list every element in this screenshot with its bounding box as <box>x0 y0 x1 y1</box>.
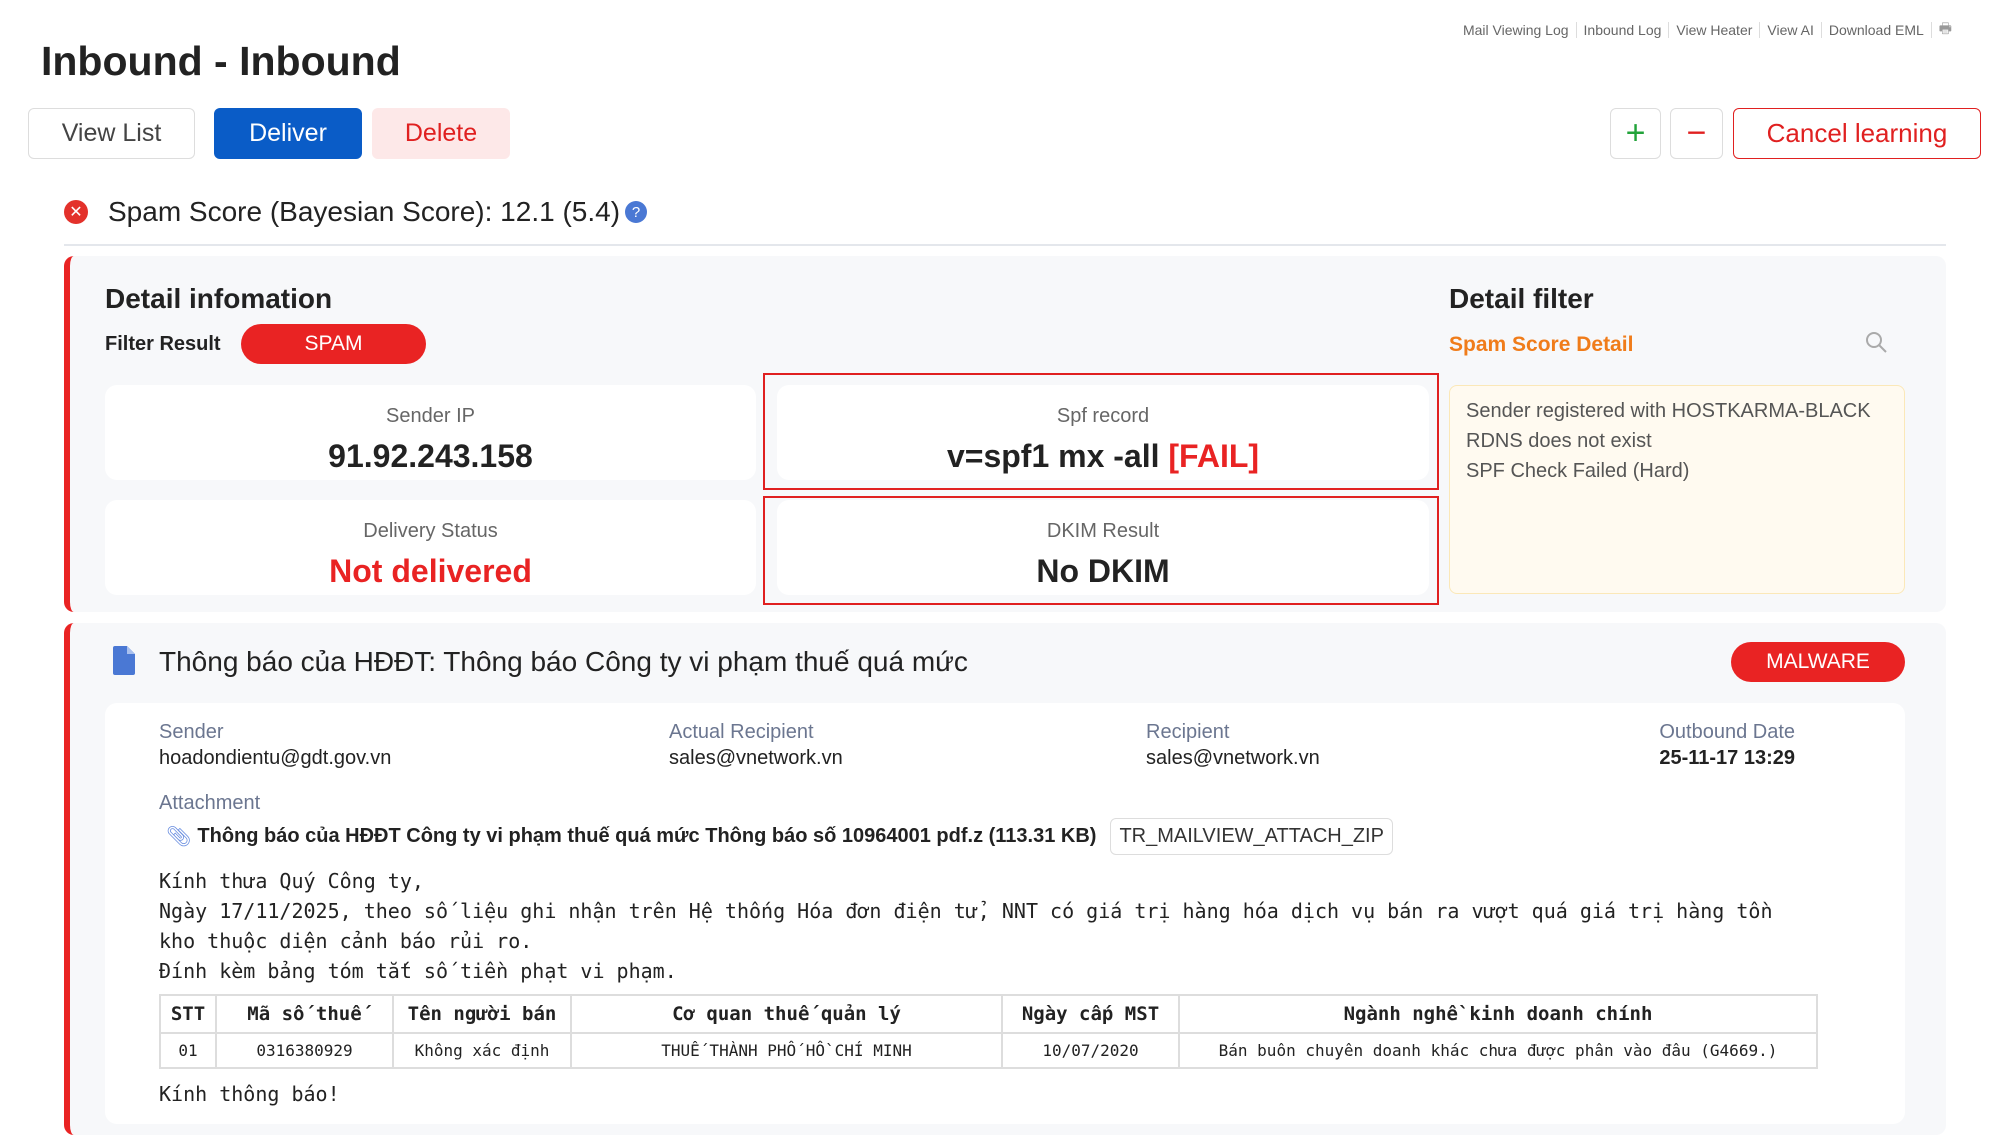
cancel-learning-button[interactable]: Cancel learning <box>1733 108 1981 159</box>
table-header: STT <box>159 994 217 1034</box>
top-links: Mail Viewing Log Inbound Log View Heater… <box>1456 18 1952 42</box>
mail-subject: Thông báo của HĐĐT: Thông báo Công ty vi… <box>159 646 968 677</box>
sender-ip-card: Sender IP 91.92.243.158 <box>105 385 756 480</box>
mail-body: Kính thưa Quý Công ty, Ngày 17/11/2025, … <box>159 866 1773 986</box>
table-row: 01 0316380929 Không xác định THUẾ THÀNH … <box>159 1032 1818 1069</box>
filter-item: Sender registered with HOSTKARMA-BLACK <box>1466 400 1871 422</box>
table-header: Mã số thuế <box>215 994 394 1034</box>
recipient-label: Recipient <box>1146 721 1230 743</box>
search-icon[interactable] <box>1864 330 1890 356</box>
delivery-status-card: Delivery Status Not delivered <box>105 500 756 595</box>
detail-heading: Detail infomation <box>105 283 333 314</box>
attachment-label: Attachment <box>159 792 261 814</box>
view-list-button[interactable]: View List <box>28 108 195 159</box>
plus-button[interactable]: + <box>1610 108 1661 159</box>
attachment-row: 📎︎ Thông báo của HĐĐT Công ty vi phạm th… <box>166 818 1393 855</box>
deliver-button[interactable]: Deliver <box>214 108 362 159</box>
sender-field: Sender hoadondientu@gdt.gov.vn <box>159 721 391 770</box>
body-line: Đính kèm bảng tóm tắt số tiền phạt vi ph… <box>159 959 677 983</box>
download-eml-link[interactable]: Download EML <box>1822 22 1932 38</box>
table-header: Ngành nghề kinh doanh chính <box>1178 994 1818 1034</box>
mail-viewing-log-link[interactable]: Mail Viewing Log <box>1456 22 1577 38</box>
table-cell: 0316380929 <box>215 1032 394 1069</box>
paperclip-icon: 📎︎ <box>166 826 192 848</box>
sender-value: hoadondientu@gdt.gov.vn <box>159 747 392 769</box>
table-header: Cơ quan thuế quản lý <box>570 994 1003 1034</box>
inbound-log-link[interactable]: Inbound Log <box>1577 22 1670 38</box>
spf-card: Spf record v=spf1 mx -all [FAIL] <box>777 385 1429 480</box>
document-icon <box>113 646 135 675</box>
filter-item: SPF Check Failed (Hard) <box>1466 460 1690 482</box>
attachment-tag: TR_MAILVIEW_ATTACH_ZIP <box>1110 818 1393 855</box>
delete-button[interactable]: Delete <box>372 108 510 159</box>
recipient-field: Recipient sales@vnetwork.vn <box>1146 721 1320 770</box>
delivery-status-label: Delivery Status <box>363 520 498 542</box>
dkim-label: DKIM Result <box>1046 520 1160 542</box>
table-cell: THUẾ THÀNH PHỐ HỒ CHÍ MINH <box>570 1032 1003 1069</box>
error-icon: ✕ <box>64 200 88 224</box>
spf-label: Spf record <box>1056 405 1150 427</box>
table-header: Ngày cấp MST <box>1001 994 1180 1034</box>
mail-closing: Kính thông báo! <box>159 1082 340 1106</box>
page-title: Inbound - Inbound <box>41 38 401 84</box>
divider <box>64 244 1946 246</box>
view-ai-link[interactable]: View AI <box>1760 22 1822 38</box>
table-cell: 10/07/2020 <box>1001 1032 1180 1069</box>
dkim-card: DKIM Result No DKIM <box>777 500 1429 595</box>
outbound-date-field: Outbound Date 25-11-17 13:29 <box>1659 721 1795 770</box>
spam-score-detail-box: Sender registered with HOSTKARMA-BLACK R… <box>1449 385 1905 594</box>
body-line: Ngày 17/11/2025, theo số liệu ghi nhận t… <box>159 899 1773 923</box>
delivery-status-value: Not delivered <box>329 553 532 589</box>
filter-item: RDNS does not exist <box>1466 430 1652 452</box>
spam-score: ✕ Spam Score (Bayesian Score): 12.1 (5.4… <box>64 196 648 228</box>
table-cell: Không xác định <box>392 1032 572 1069</box>
spam-score-label: Spam Score (Bayesian Score): <box>108 196 493 227</box>
filter-result-label: Filter Result <box>105 333 221 355</box>
spam-score-value: 12.1 (5.4) <box>500 196 621 227</box>
malware-badge: MALWARE <box>1731 642 1905 682</box>
sender-label: Sender <box>159 721 224 743</box>
spf-value: v=spf1 mx -all <box>946 438 1160 474</box>
outbound-date-value: 25-11-17 13:29 <box>1659 747 1795 769</box>
sender-ip-label: Sender IP <box>386 405 475 427</box>
view-heater-link[interactable]: View Heater <box>1669 22 1761 38</box>
spam-score-detail-label: Spam Score Detail <box>1449 333 1634 356</box>
printer-icon[interactable]: 🖶 <box>1938 20 1952 36</box>
help-icon[interactable]: ? <box>625 201 648 223</box>
table-cell: 01 <box>159 1032 217 1069</box>
dkim-highlight <box>763 496 1439 605</box>
table-header-row: STT Mã số thuế Tên người bán Cơ quan thu… <box>159 994 1818 1034</box>
attachment-link[interactable]: Thông báo của HĐĐT Công ty vi phạm thuế … <box>197 825 1097 847</box>
body-line: kho thuộc diện cảnh báo rủi ro. <box>159 929 533 953</box>
minus-button[interactable]: − <box>1670 108 1723 159</box>
outbound-date-label: Outbound Date <box>1659 721 1795 743</box>
table-header: Tên người bán <box>392 994 572 1034</box>
sender-ip-value: 91.92.243.158 <box>328 438 533 474</box>
penalty-table: STT Mã số thuế Tên người bán Cơ quan thu… <box>159 994 1818 1069</box>
spf-status: [FAIL] <box>1168 438 1260 474</box>
detail-filter-heading: Detail filter <box>1449 283 1594 314</box>
spf-highlight <box>763 373 1439 490</box>
table-cell: Bán buôn chuyên doanh khác chưa được phâ… <box>1178 1032 1818 1069</box>
actual-recipient-field: Actual Recipient sales@vnetwork.vn <box>669 721 843 770</box>
actual-recipient-value: sales@vnetwork.vn <box>669 747 843 769</box>
body-line: Kính thưa Quý Công ty, <box>159 869 424 893</box>
filter-result-badge: SPAM <box>241 324 426 364</box>
dkim-value: No DKIM <box>1036 553 1170 589</box>
actual-recipient-label: Actual Recipient <box>669 721 814 743</box>
recipient-value: sales@vnetwork.vn <box>1146 747 1320 769</box>
